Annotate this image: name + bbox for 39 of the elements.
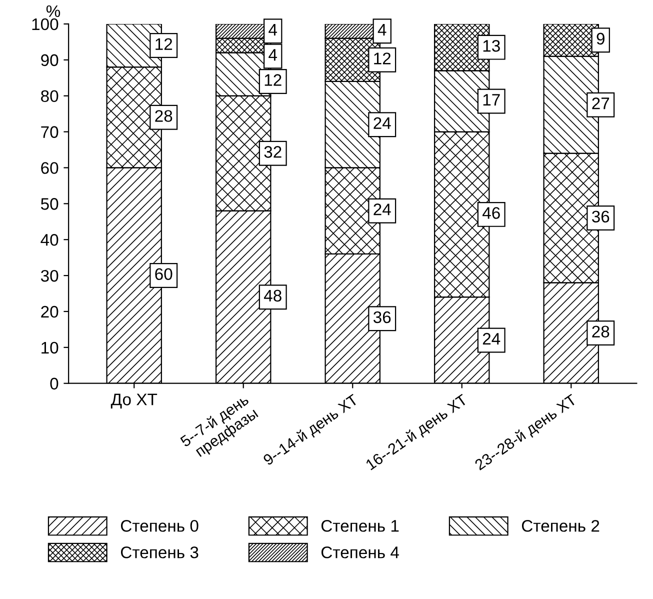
data-label: 12 [374, 52, 391, 64]
data-label: 46 [482, 207, 500, 219]
legend-label: Степень 4 [321, 546, 399, 558]
y-tick-label: 40 [40, 234, 58, 246]
data-label: 24 [374, 204, 391, 216]
y-tick-label: 10 [42, 342, 58, 354]
y-tick-label: 20 [41, 306, 58, 318]
y-tick-label: 100 [32, 18, 58, 30]
y-tick-label: 70 [41, 126, 58, 138]
y-axis-title: % [46, 5, 60, 18]
data-label: 60 [155, 268, 172, 280]
data-label: 28 [155, 110, 172, 122]
data-label: 24 [374, 117, 391, 129]
data-label: 24 [482, 332, 500, 345]
y-tick-label: 0 [50, 378, 58, 390]
legend-label: Степень 1 [321, 520, 399, 532]
y-tick-label: 60 [41, 162, 58, 174]
data-label: 12 [264, 74, 282, 86]
data-label: 17 [483, 94, 500, 106]
data-label: 9 [596, 32, 604, 45]
data-label: 27 [592, 97, 610, 110]
data-label: 4 [268, 49, 278, 61]
data-label: 48 [264, 290, 282, 302]
data-label: 28 [592, 326, 610, 338]
data-label: 4 [378, 24, 386, 36]
y-tick-label: 50 [40, 198, 58, 210]
data-label: 13 [483, 40, 500, 52]
data-label: 32 [264, 146, 282, 158]
y-tick-label: 80 [41, 90, 58, 102]
data-label: 4 [268, 24, 278, 36]
data-label: 36 [373, 311, 391, 324]
legend-label: Степень 3 [120, 546, 198, 558]
y-tick-label: 30 [40, 270, 58, 282]
legend-label: Степень 2 [522, 520, 600, 532]
x-tick-label: До ХТ [110, 394, 158, 408]
data-label: 36 [592, 210, 610, 223]
data-label: 12 [156, 38, 172, 50]
legend-label: Степень 0 [120, 520, 198, 532]
y-tick-label: 90 [41, 54, 58, 66]
